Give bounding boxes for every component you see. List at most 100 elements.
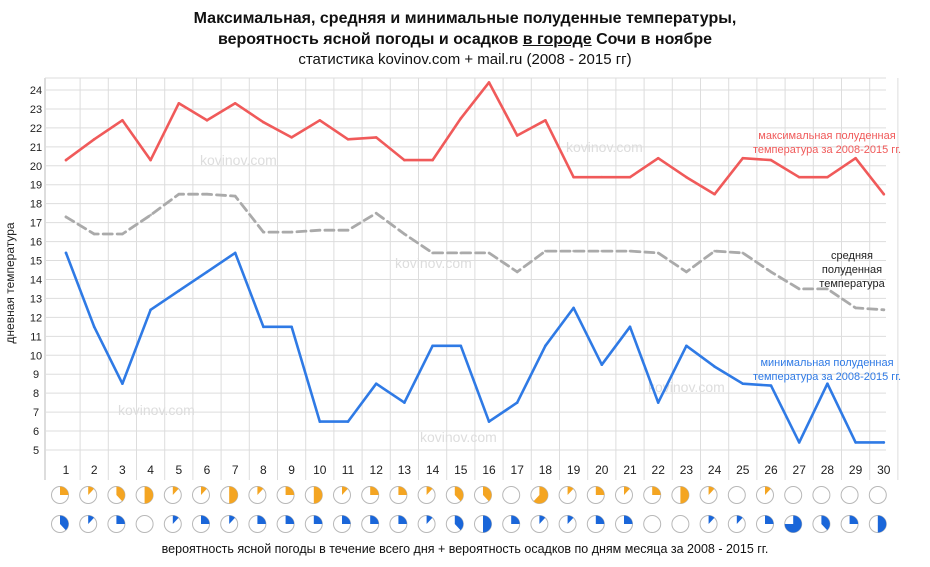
clear-weather-pie (248, 486, 267, 504)
clear-weather-pie (868, 486, 887, 504)
x-tick-label: 4 (147, 463, 154, 477)
data-point-avg (600, 249, 604, 253)
watermark-text: kovinov.com (200, 152, 277, 168)
x-tick-label: 9 (288, 463, 295, 477)
clear-weather-pie (192, 486, 210, 504)
precipitation-pie (868, 515, 887, 533)
data-point-max (515, 134, 519, 137)
y-tick-label: 14 (30, 274, 42, 286)
precipitation-pie (51, 515, 69, 533)
data-point-max (374, 136, 378, 139)
pie-slice (201, 486, 207, 495)
data-point-avg (92, 232, 96, 236)
data-point-min (713, 365, 716, 368)
x-tick-label: 13 (398, 463, 412, 477)
pie-slice (313, 515, 323, 524)
data-point-min (600, 363, 604, 367)
data-point-avg (177, 192, 181, 196)
pie-slice (454, 515, 464, 531)
data-point-max (403, 158, 406, 162)
data-point-max (290, 136, 293, 139)
data-point-max (713, 192, 716, 196)
y-tick-label: 8 (33, 388, 39, 400)
data-point-max (459, 117, 463, 120)
data-point-avg (374, 211, 378, 215)
pie-slice (144, 486, 154, 504)
precipitation-pie (727, 515, 746, 533)
x-tick-label: 24 (708, 463, 722, 477)
y-tick-label: 6 (33, 426, 39, 438)
precipitation-pie (135, 515, 154, 533)
chart-footer-caption: вероятность ясной погоды в течение всего… (161, 542, 769, 556)
x-tick-label: 25 (736, 463, 750, 477)
data-point-avg (572, 249, 575, 253)
data-point-max (318, 119, 322, 122)
precipitation-pie (699, 515, 718, 533)
data-point-min (121, 382, 124, 385)
chart-title-line1: Максимальная, средняя и минимальные полу… (193, 10, 737, 27)
precipitation-pie (417, 515, 436, 533)
clear-weather-pie (756, 486, 774, 504)
data-point-min (797, 441, 801, 444)
y-tick-label: 17 (30, 218, 42, 230)
y-tick-label: 13 (30, 293, 42, 305)
data-point-avg (826, 287, 829, 291)
data-point-avg (290, 230, 293, 234)
clear-weather-pie (135, 486, 154, 504)
pie-slice (624, 486, 630, 495)
series-label-avg: средняя (831, 250, 873, 262)
series-label-max: температура за 2008-2015 гг. (753, 144, 901, 156)
clear-weather-pie (502, 486, 521, 504)
pie-slice (88, 515, 95, 524)
data-point-max (685, 175, 688, 179)
x-tick-label: 20 (595, 463, 609, 477)
data-point-max (149, 158, 152, 162)
x-tick-label: 1 (63, 463, 70, 477)
data-point-max (854, 156, 857, 160)
data-point-avg (685, 270, 688, 274)
y-tick-label: 19 (30, 180, 42, 192)
pie-slice (60, 486, 69, 495)
data-point-min (628, 325, 632, 329)
precipitation-pie (671, 515, 690, 533)
precipitation-pie (107, 515, 126, 533)
precipitation-pie (530, 515, 549, 533)
data-point-avg (205, 192, 209, 196)
series-label-min: температура за 2008-2015 гг. (753, 371, 901, 383)
clear-weather-pie (812, 486, 831, 504)
pie-slice (533, 486, 548, 504)
precipitation-pie (474, 515, 492, 533)
pie-slice (877, 515, 887, 533)
clear-weather-pie (530, 486, 549, 504)
data-point-max (544, 119, 547, 122)
clear-weather-pie (276, 486, 295, 504)
data-point-min (572, 306, 575, 310)
data-point-max (92, 137, 96, 141)
pie-background (840, 486, 859, 504)
pie-slice (652, 486, 661, 495)
x-tick-label: 19 (567, 463, 581, 477)
y-tick-label: 18 (30, 199, 42, 211)
pie-slice (116, 486, 125, 502)
data-point-max (262, 120, 265, 124)
precipitation-pie (304, 515, 323, 533)
clear-weather-pie (163, 486, 182, 504)
clear-weather-pie (445, 486, 464, 504)
data-point-min (431, 344, 434, 348)
chart-title-line2-pre: вероятность ясной погоды и осадков (217, 31, 523, 48)
data-point-avg (713, 249, 716, 253)
data-point-avg (628, 249, 632, 253)
clear-weather-pie (558, 486, 577, 504)
pie-slice (708, 515, 715, 524)
clear-weather-pie (727, 486, 746, 504)
watermark-text: kovinov.com (566, 139, 643, 155)
pie-slice (342, 515, 351, 524)
data-point-avg (262, 230, 265, 234)
clear-weather-pie (333, 486, 351, 504)
precipitation-pie (558, 515, 577, 533)
data-point-min (515, 401, 519, 404)
data-point-min (262, 325, 265, 329)
precipitation-pie (756, 515, 774, 533)
data-point-max (882, 192, 886, 196)
